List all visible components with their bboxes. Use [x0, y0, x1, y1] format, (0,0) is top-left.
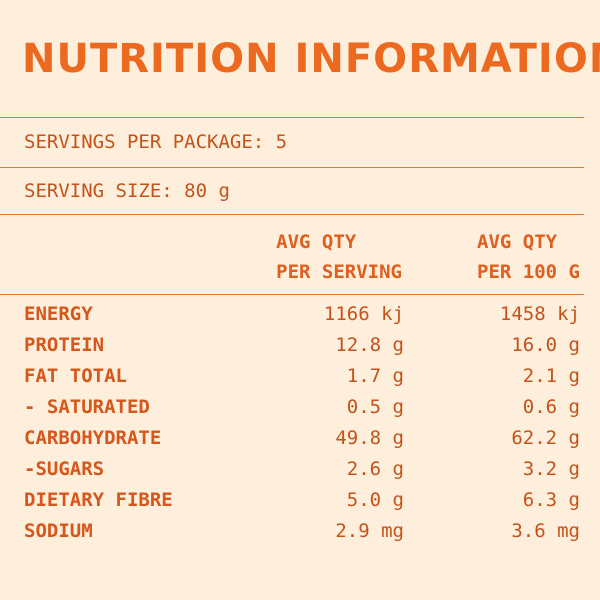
nutrient-label: FAT TOTAL [24, 365, 127, 387]
value-per-serving: 49.8 g [335, 427, 404, 449]
divider [0, 294, 584, 295]
value-per-100g: 6.3 g [522, 489, 580, 511]
value-per-100g: 3.6 mg [511, 520, 580, 542]
serving-size: SERVING SIZE: 80 g [24, 180, 230, 202]
column-header-line: AVG QTY [276, 231, 357, 253]
divider [0, 117, 584, 118]
table-row: DIETARY FIBRE 5.0 g 6.3 g [24, 487, 580, 518]
divider [0, 214, 584, 215]
value-per-100g: 3.2 g [522, 458, 580, 480]
value-per-100g: 2.1 g [522, 365, 580, 387]
value-per-serving: 2.6 g [346, 458, 404, 480]
nutrient-label: SODIUM [24, 520, 93, 542]
value-per-100g: 1458 kj [499, 303, 580, 325]
nutrient-label: - SATURATED [24, 396, 150, 418]
value-per-serving: 5.0 g [346, 489, 404, 511]
column-header-per-serving: AVG QTY PER SERVING [276, 227, 402, 287]
nutrition-table: ENERGY 1166 kj 1458 kj PROTEIN 12.8 g 16… [24, 301, 580, 549]
nutrient-label: DIETARY FIBRE [24, 489, 173, 511]
page-title: NUTRITION INFORMATION [22, 36, 600, 82]
column-header-per-100g: AVG QTY PER 100 G [477, 227, 580, 287]
nutrient-label: PROTEIN [24, 334, 105, 356]
value-per-100g: 62.2 g [511, 427, 580, 449]
value-per-serving: 0.5 g [346, 396, 404, 418]
value-per-serving: 12.8 g [335, 334, 404, 356]
table-row: - SATURATED 0.5 g 0.6 g [24, 394, 580, 425]
value-per-100g: 0.6 g [522, 396, 580, 418]
table-row: ENERGY 1166 kj 1458 kj [24, 301, 580, 332]
table-row: SODIUM 2.9 mg 3.6 mg [24, 518, 580, 549]
value-per-100g: 16.0 g [511, 334, 580, 356]
value-per-serving: 1166 kj [323, 303, 404, 325]
column-header-line: PER SERVING [276, 261, 402, 283]
value-per-serving: 2.9 mg [335, 520, 404, 542]
table-row: PROTEIN 12.8 g 16.0 g [24, 332, 580, 363]
column-header-line: PER 100 G [477, 261, 580, 283]
value-per-serving: 1.7 g [346, 365, 404, 387]
nutrient-label: ENERGY [24, 303, 93, 325]
divider [0, 167, 584, 168]
servings-per-package: SERVINGS PER PACKAGE: 5 [24, 131, 288, 153]
column-header-line: AVG QTY [477, 231, 558, 253]
nutrient-label: CARBOHYDRATE [24, 427, 162, 449]
table-row: FAT TOTAL 1.7 g 2.1 g [24, 363, 580, 394]
table-row: CARBOHYDRATE 49.8 g 62.2 g [24, 425, 580, 456]
table-row: -SUGARS 2.6 g 3.2 g [24, 456, 580, 487]
nutrient-label: -SUGARS [24, 458, 105, 480]
